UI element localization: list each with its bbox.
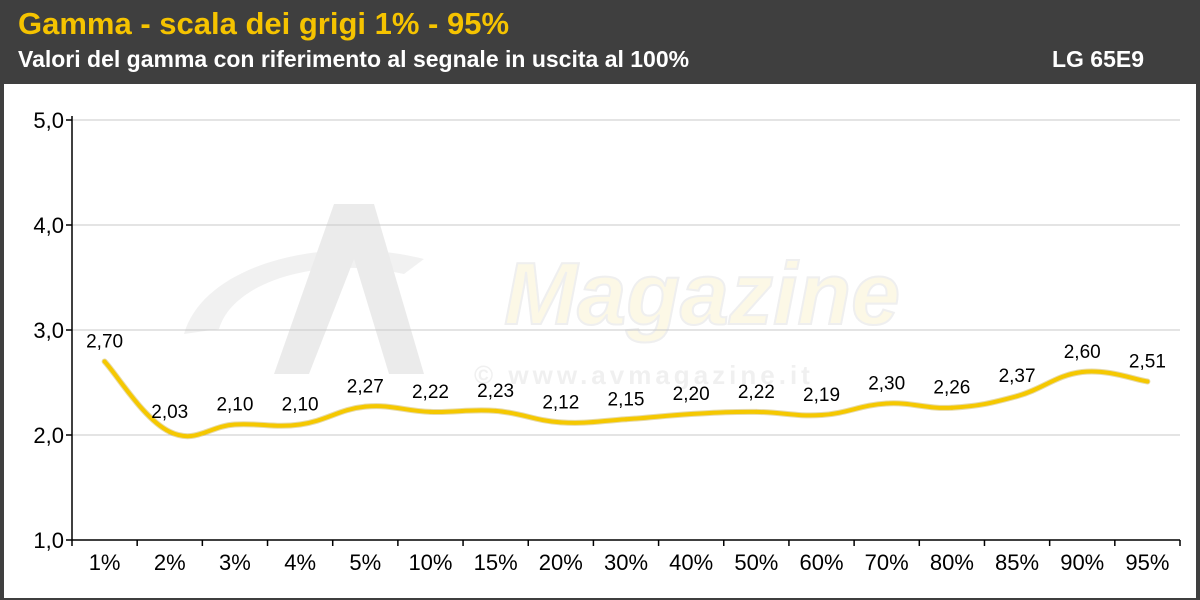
data-label: 2,60	[1064, 342, 1101, 363]
data-label: 2,51	[1129, 351, 1166, 372]
data-label: 2,22	[738, 382, 775, 403]
chart-header: Gamma - scala dei grigi 1% - 95% Valori …	[0, 0, 1200, 84]
watermark-logo-swoosh	[184, 250, 424, 334]
data-point	[167, 429, 172, 434]
x-tick-label: 1%	[89, 550, 121, 575]
x-tick-label: 60%	[800, 550, 844, 575]
y-tick-label: 4,0	[33, 213, 64, 238]
data-label: 2,12	[542, 392, 579, 413]
x-tick-label: 70%	[865, 550, 909, 575]
tv-model-label: LG 65E9	[1051, 46, 1144, 72]
data-point	[819, 413, 824, 418]
data-label: 2,19	[803, 385, 840, 406]
data-label: 2,26	[933, 378, 970, 399]
x-tick-label: 2%	[154, 550, 186, 575]
x-tick-label: 4%	[284, 550, 316, 575]
data-point	[754, 409, 759, 414]
chart-subtitle: Valori del gamma con riferimento al segn…	[18, 46, 690, 72]
avmagazine-watermark: Magazine © www.avmagazine.it	[184, 204, 901, 390]
data-point	[1145, 379, 1150, 384]
watermark-logo-a	[274, 204, 424, 374]
data-label: 2,20	[673, 384, 710, 405]
data-label: 2,10	[282, 395, 319, 416]
x-tick-label: 30%	[604, 550, 648, 575]
data-point	[1015, 394, 1020, 399]
data-point	[624, 417, 628, 422]
x-tick-label: 20%	[539, 550, 583, 575]
watermark-url: © www.avmagazine.it	[474, 360, 814, 390]
y-tick-label: 5,0	[33, 108, 64, 133]
chart-title: Gamma - scala dei grigi 1% - 95%	[18, 6, 510, 41]
data-label: 2,70	[86, 332, 123, 353]
data-label: 2,23	[477, 381, 514, 402]
data-label: 2,15	[608, 389, 645, 410]
x-tick-label: 15%	[474, 550, 518, 575]
data-point	[363, 404, 368, 409]
data-label: 2,10	[216, 395, 253, 416]
data-point	[102, 359, 107, 364]
x-tick-label: 50%	[734, 550, 778, 575]
data-point	[232, 422, 237, 427]
y-tick-label: 3,0	[33, 318, 64, 343]
x-tick-label: 95%	[1125, 550, 1169, 575]
x-tick-label: 85%	[995, 550, 1039, 575]
x-tick-label: 80%	[930, 550, 974, 575]
y-tick-label: 2,0	[33, 423, 64, 448]
x-tick-label: 10%	[408, 550, 452, 575]
watermark-brand: Magazine	[504, 244, 900, 343]
data-point	[1080, 370, 1085, 374]
x-tick-label: 90%	[1060, 550, 1104, 575]
data-label: 2,22	[412, 382, 449, 403]
data-point	[428, 409, 433, 414]
y-tick-label: 1,0	[33, 528, 64, 553]
data-label: 2,30	[868, 374, 905, 395]
x-tick-label: 3%	[219, 550, 251, 575]
data-point	[884, 401, 889, 406]
data-label: 2,37	[999, 366, 1036, 387]
x-tick-label: 40%	[669, 550, 713, 575]
data-label: 2,03	[151, 402, 188, 423]
data-point	[298, 422, 303, 427]
gamma-line-chart: Magazine © www.avmagazine.it 1,0 2,0 3,0 4,…	[33, 108, 1181, 575]
plot-frame: Magazine © www.avmagazine.it 1,0 2,0 3,0 4,…	[0, 84, 1200, 600]
data-point	[689, 412, 694, 416]
data-point	[949, 405, 954, 410]
data-point	[493, 408, 498, 413]
data-label: 2,27	[347, 377, 384, 398]
data-point	[558, 420, 563, 425]
x-tick-label: 5%	[349, 550, 381, 575]
